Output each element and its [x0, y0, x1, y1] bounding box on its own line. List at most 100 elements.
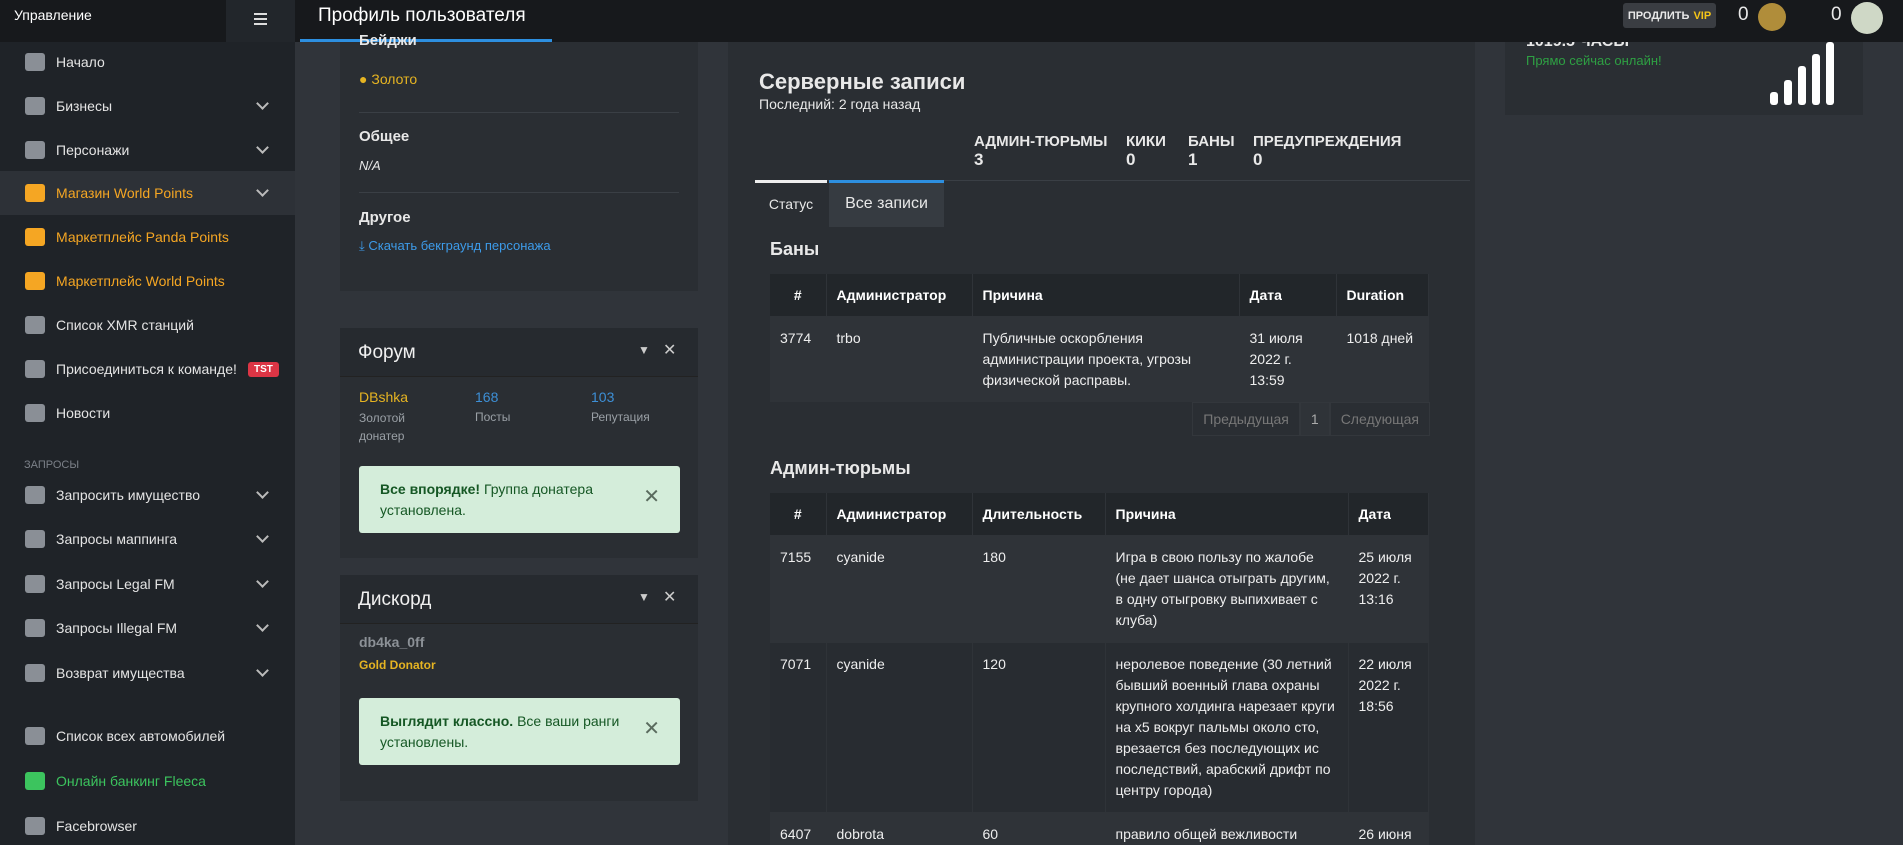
sidebar-item[interactable]: Магазин World Points — [0, 171, 295, 215]
cell: неролевое поведение (30 летний бывший во… — [1105, 642, 1349, 813]
column-header[interactable]: Дата — [1348, 493, 1429, 536]
sidebar-item[interactable]: Новости — [0, 391, 295, 435]
stat: БАНЫ 1 — [1188, 133, 1235, 170]
download-link[interactable]: ⤓ Скачать бекграунд персонажа — [359, 238, 551, 253]
cell: cyanide — [826, 535, 973, 643]
sidebar-label: Список всех автомобилей — [56, 728, 226, 744]
sidebar-label: Возврат имущества — [56, 665, 185, 681]
icon — [25, 228, 45, 246]
cell: trbo — [826, 316, 973, 402]
column-header[interactable]: Причина — [972, 274, 1240, 317]
sidebar-item[interactable]: Маркетплейс World Points — [0, 259, 295, 303]
card-title: Форум — [358, 342, 416, 363]
column-header[interactable]: Администратор — [826, 274, 973, 317]
section-title: Баны — [770, 239, 820, 259]
sidebar-item[interactable]: Маркетплейс Panda Points — [0, 215, 295, 259]
chevron — [256, 486, 269, 499]
tab[interactable]: Статус — [755, 180, 827, 227]
column-header[interactable]: Администратор — [826, 493, 973, 536]
cell: 22 июля 2022 г. 18:56 — [1348, 642, 1429, 813]
chevron — [256, 664, 269, 677]
chevron — [256, 141, 269, 154]
alert: Все впорядке! Группа донатера установлен… — [359, 466, 680, 533]
table: # Администратор Длительность Причина Дата 715… — [770, 493, 1429, 845]
sidebar-item[interactable]: Список всех автомобилей — [0, 714, 295, 758]
column-header[interactable]: # — [770, 274, 827, 317]
stat-label: БАНЫ — [1188, 133, 1235, 150]
title-underline — [300, 39, 552, 42]
sidebar-item[interactable]: Присоединиться к команде! TST — [0, 347, 295, 391]
avatar[interactable] — [1851, 2, 1883, 34]
menu-toggle[interactable] — [226, 0, 295, 42]
row: 7155 cyanide 180 Игра в свою пользу по жало… — [770, 535, 1429, 643]
cell: 7071 — [770, 642, 827, 813]
cell: 180 — [972, 535, 1106, 643]
sidebar-item[interactable]: Персонажи — [0, 128, 295, 172]
badge: TST — [248, 361, 279, 377]
badges-title: Бейджи — [359, 32, 417, 49]
hours: 1019.5 ЧАСЫ — [1526, 42, 1629, 51]
icon — [25, 727, 45, 745]
cell: cyanide — [826, 642, 973, 813]
collapse[interactable]: ▼ — [638, 343, 650, 357]
sidebar-label: Запросить имущество — [56, 487, 201, 503]
alert-close[interactable]: ✕ — [643, 486, 660, 508]
header-row: # Администратор Длительность Причина Дата — [770, 493, 1429, 536]
stat-value: 0 — [1126, 150, 1136, 169]
icon — [25, 184, 45, 202]
column-header[interactable]: Duration — [1336, 274, 1429, 317]
close[interactable]: ✕ — [663, 342, 677, 359]
sidebar-item[interactable]: Facebrowser — [0, 804, 295, 845]
sidebar-item[interactable]: Возврат имущества — [0, 651, 295, 695]
icon — [25, 360, 45, 378]
sidebar-heading: ЗАПРОСЫ — [24, 459, 80, 471]
sidebar-item[interactable]: Запросы Illegal FM — [0, 606, 295, 650]
reputation: 103 — [591, 389, 615, 405]
column-header[interactable]: Причина — [1105, 493, 1349, 536]
cell: Игра в свою пользу по жалобе (не дает ша… — [1105, 535, 1349, 643]
collapse[interactable]: ▼ — [638, 590, 650, 604]
icon — [25, 530, 45, 548]
download-link-text: Скачать бекграунд персонажа — [368, 238, 551, 253]
alert-close[interactable]: ✕ — [643, 718, 660, 740]
column-header[interactable]: # — [770, 493, 827, 536]
cell: Публичные оскорбления администрации прое… — [972, 316, 1240, 402]
vip-button[interactable]: ПРОДЛИТЬ VIP — [1623, 3, 1716, 28]
icon — [25, 141, 45, 159]
sidebar-item[interactable]: Запросы Legal FM — [0, 562, 295, 606]
stat-label: АДМИН-ТЮРЬМЫ — [974, 133, 1108, 150]
sidebar-item[interactable]: Бизнесы — [0, 84, 295, 128]
column-header[interactable]: Длительность — [972, 493, 1106, 536]
sidebar-item[interactable]: Начало — [0, 40, 295, 84]
column-header[interactable]: Дата — [1239, 274, 1337, 317]
cell: 7155 — [770, 535, 827, 643]
alert-text: Группа донатера установлена. — [380, 481, 594, 518]
card-header: Форум ▼ ✕ — [340, 328, 698, 377]
sidebar-item[interactable]: Список XMR станций — [0, 303, 295, 347]
cell: 60 — [972, 812, 1106, 845]
row: 7071 cyanide 120 неролевое поведение (30 ле… — [770, 642, 1429, 813]
sidebar-item[interactable]: Запросы маппинга — [0, 517, 295, 561]
cell: 1018 дней — [1336, 316, 1429, 402]
bans-table-wrap: # Администратор Причина Дата Duration 3774 trb… — [770, 274, 1429, 402]
close[interactable]: ✕ — [663, 589, 677, 606]
stat-value: 3 — [974, 150, 984, 169]
profile-card: Бейджи ● Золото Общее N/A Другое ⤓ Скача… — [340, 32, 698, 291]
sidebar-label: Маркетплейс Panda Points — [56, 229, 229, 245]
icon — [25, 575, 45, 593]
posts: 168 — [475, 389, 499, 405]
page-button[interactable]: Предыдущая — [1192, 402, 1300, 436]
cell: dobrota — [826, 812, 973, 845]
sidebar-item[interactable]: Онлайн банкинг Fleeca — [0, 759, 295, 803]
page-button[interactable]: Следующая — [1329, 402, 1430, 436]
tab[interactable]: Все записи — [829, 180, 944, 227]
sidebar-label: Запросы Legal FM — [56, 576, 175, 592]
sidebar-label: Присоединиться к команде! — [56, 361, 237, 377]
page-button[interactable]: 1 — [1299, 402, 1330, 436]
row: 3774 trbo Публичные оскорбления администра… — [770, 316, 1429, 402]
online-card: 1019.5 ЧАСЫ Прямо сейчас онлайн! — [1505, 42, 1863, 115]
icon — [25, 772, 45, 790]
sidebar-item[interactable]: Запросить имущество — [0, 473, 295, 517]
cell: правило общей вежливости — [1105, 812, 1349, 845]
section-title: Админ-тюрьмы — [770, 458, 911, 478]
